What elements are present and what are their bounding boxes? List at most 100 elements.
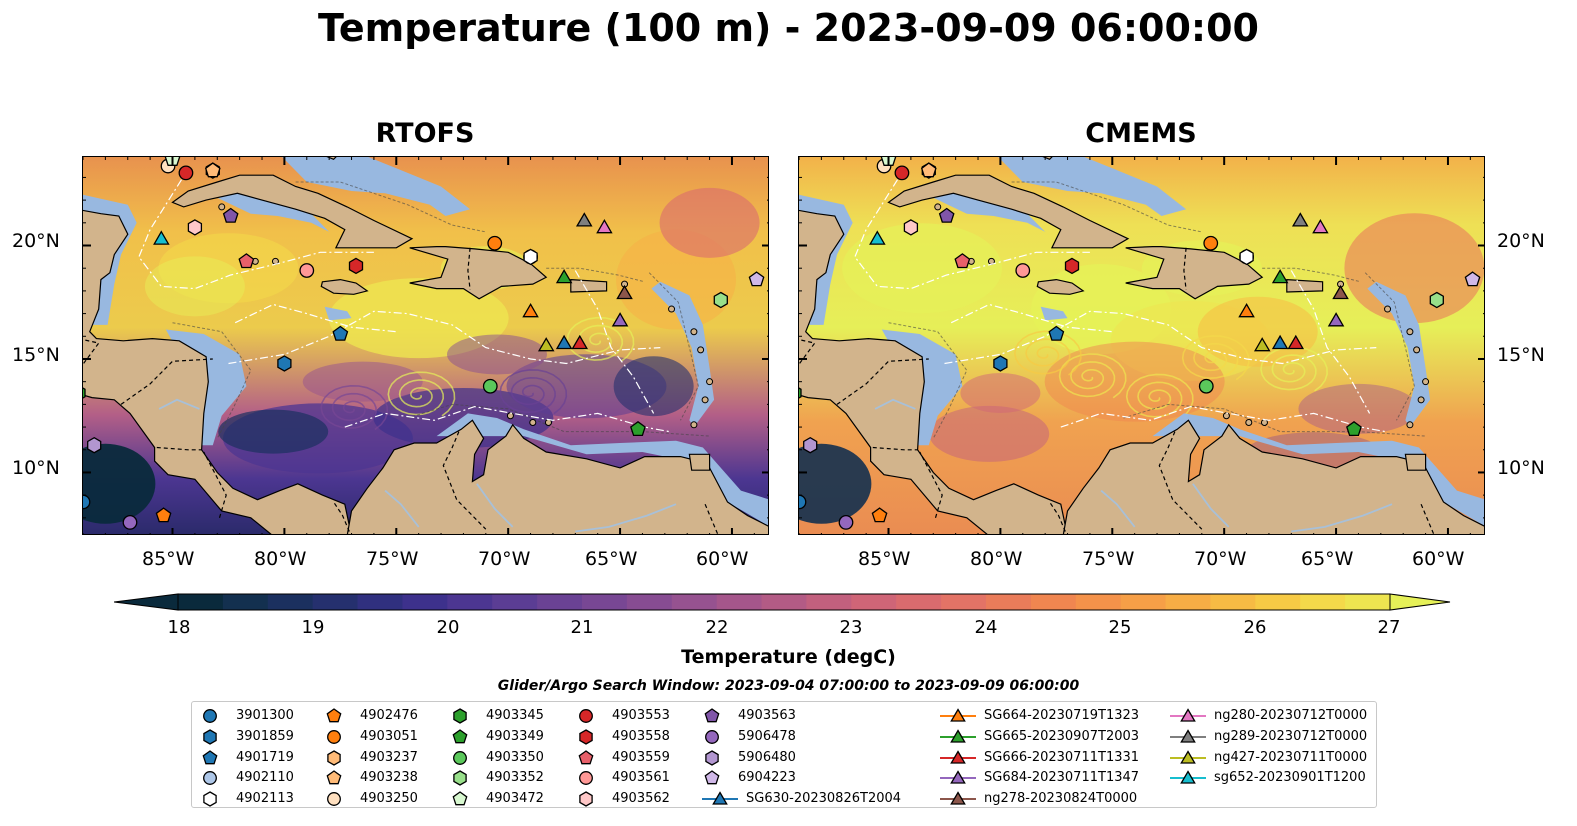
country-border <box>1420 503 1435 534</box>
map-marker-ng278-20230824t0000 <box>1332 284 1349 300</box>
legend-label: SG664-20230719T1323 <box>984 708 1140 723</box>
map-marker-4903238 <box>204 162 221 178</box>
isobath-contour <box>546 267 645 283</box>
colorbar-segment <box>178 594 224 610</box>
legend-marker-shape <box>326 708 342 723</box>
small-island <box>1406 421 1414 429</box>
map-marker-ng280-20230712t0000 <box>1312 218 1329 234</box>
colorbar-tick-label: 25 <box>1108 617 1132 638</box>
legend-marker-shape <box>452 791 468 806</box>
small-island <box>1422 378 1430 386</box>
legend-label: 4902113 <box>236 791 294 807</box>
legend-label: 4903558 <box>612 728 670 744</box>
lon-tick-label: 80°W <box>254 548 307 570</box>
central-america-landmass <box>83 209 352 534</box>
south-america-landmass <box>346 419 768 534</box>
map-marker-ng289-20230712t0000 <box>575 212 593 227</box>
river <box>1291 503 1393 533</box>
cmems-map <box>798 156 1485 535</box>
temperature-anomaly <box>158 233 299 304</box>
country-border <box>704 503 719 534</box>
legend: 3901300 3901859 4901719 4902110 4902113 49024… <box>191 701 1377 808</box>
temperature-anomaly <box>218 409 329 454</box>
cuba-landmass <box>171 174 414 249</box>
lon-tick-label: 70°W <box>1194 548 1247 570</box>
lesser-antilles-shelf <box>1367 281 1431 428</box>
colorbar-segment <box>806 594 852 610</box>
legend-label: ng278-20230824T0000 <box>984 791 1138 807</box>
isobath-contour <box>1011 181 1202 233</box>
legend-marker-shape <box>453 750 467 765</box>
legend-label: sg652-20230901T1200 <box>1214 770 1366 786</box>
legend-marker-shape <box>705 729 719 744</box>
lon-tick-label: 85°W <box>142 548 195 570</box>
temperature-anomaly <box>929 405 1050 462</box>
small-island <box>706 378 714 386</box>
legend-label: ng280-20230712T0000 <box>1214 708 1368 723</box>
small-island <box>1413 346 1421 354</box>
country-border <box>120 358 213 405</box>
isobath-contour <box>407 403 710 437</box>
map-marker-ng427-20230711t0000 <box>537 337 555 352</box>
temperature-anomaly <box>659 187 760 258</box>
colorbar-tick-label: 26 <box>1243 617 1267 638</box>
map-marker-sg664-20230719t1323 <box>1238 302 1255 318</box>
isobath-contour <box>172 322 252 439</box>
map-marker-4903238 <box>920 162 937 178</box>
legend-marker-shape <box>203 791 217 807</box>
map-marker-5906478 <box>122 514 138 530</box>
legend-marker-shape <box>579 729 593 745</box>
lon-tick-label: 60°W <box>696 548 749 570</box>
legend-marker <box>579 709 593 723</box>
eez-boundary <box>950 303 1113 333</box>
legend-marker-shape <box>1180 749 1196 764</box>
colorbar-segment <box>851 594 897 610</box>
colorbar-segment <box>1300 594 1346 610</box>
jamaica-landmass <box>1036 278 1085 295</box>
colorbar-segment <box>447 594 493 610</box>
legend-marker <box>1170 729 1206 743</box>
country-border <box>83 338 100 366</box>
eez-boundary <box>944 310 1377 365</box>
small-island <box>1384 305 1392 313</box>
legend-marker <box>326 708 342 723</box>
small-island <box>1245 419 1253 427</box>
legend-marker-shape <box>704 770 720 785</box>
jamaica-landmass <box>320 278 369 295</box>
legend-marker <box>327 729 341 744</box>
cuba-south-shelf <box>928 191 1046 232</box>
legend-label: 4901719 <box>236 749 294 765</box>
map-marker-sg630-20230826t2004 <box>1271 334 1289 350</box>
legend-marker <box>203 729 217 745</box>
legend-marker <box>453 770 467 787</box>
temperature-anomaly <box>328 278 509 359</box>
river <box>874 398 916 410</box>
legend-marker <box>453 750 467 765</box>
colorbar-segment <box>1030 594 1077 610</box>
map-marker-4903051 <box>487 235 503 251</box>
legend-marker <box>203 791 217 807</box>
legend-label: 6904223 <box>738 770 796 786</box>
cuba-landmass <box>887 174 1130 249</box>
legend-marker <box>704 770 720 785</box>
eddy-swirl <box>1260 346 1328 392</box>
colorbar-segment <box>671 594 718 610</box>
legend-marker <box>705 729 719 744</box>
map-marker-4903352 <box>713 291 728 309</box>
legend-marker <box>940 729 976 743</box>
lat-tick-label: 15°N <box>12 344 60 366</box>
small-island <box>934 203 942 211</box>
isobath-contour <box>888 322 968 439</box>
lon-tick-label: 70°W <box>478 548 531 570</box>
legend-marker <box>327 792 341 807</box>
temperature-anomaly <box>144 256 245 317</box>
legend-label: 4903562 <box>612 791 670 807</box>
colorbar-segment <box>1210 594 1256 610</box>
colorbar-segment <box>492 594 538 610</box>
map-marker-sg666-20230711t1331 <box>571 334 589 350</box>
legend-label: SG630-20230826T2004 <box>746 791 902 807</box>
eez-boundary <box>138 179 374 290</box>
map-marker-4903349 <box>630 420 646 437</box>
temperature-anomaly <box>1344 213 1484 324</box>
map-ticks <box>799 157 1484 534</box>
